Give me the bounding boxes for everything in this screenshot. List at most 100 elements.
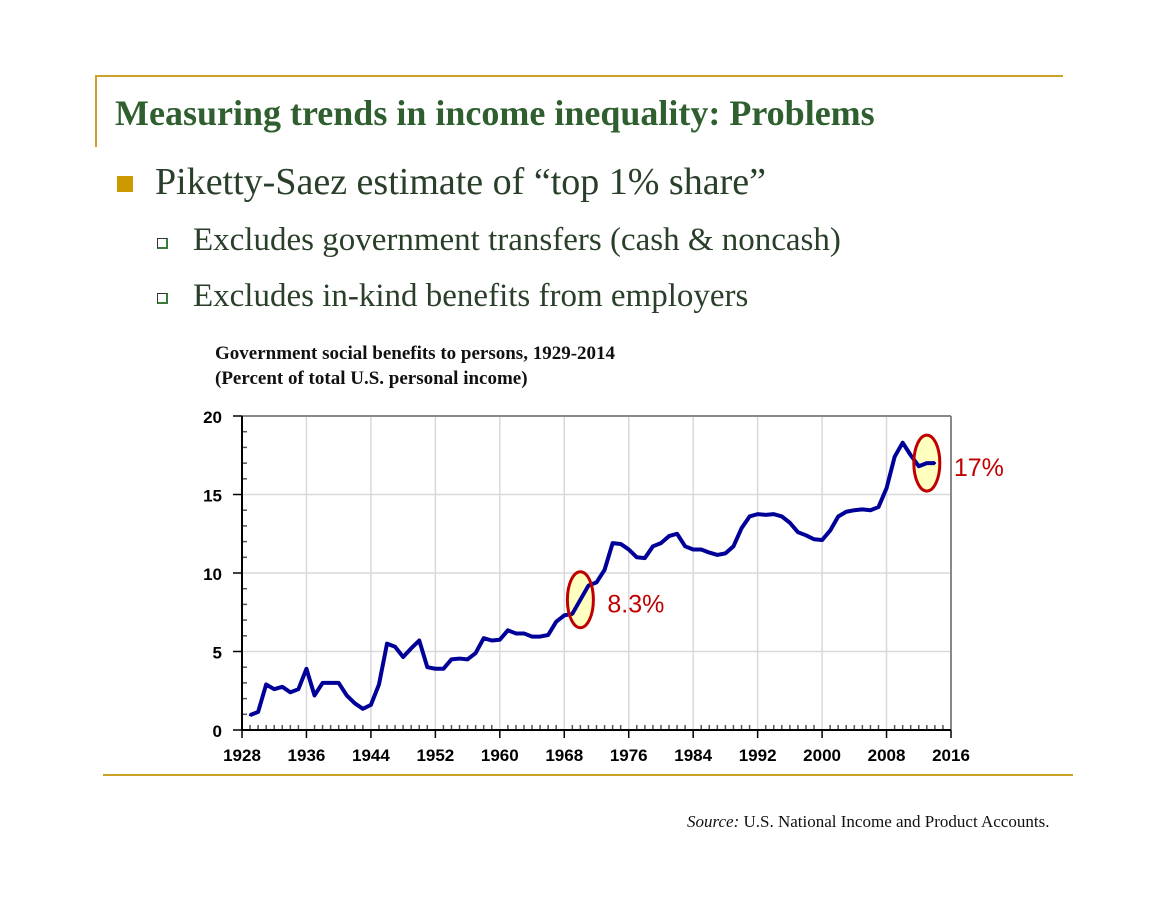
data-point [619,542,622,546]
y-tick-label: 15 [203,487,222,506]
data-point [788,521,792,524]
x-tick-label: 2016 [932,746,970,765]
data-point [683,545,687,548]
data-point [587,584,590,587]
data-point [925,461,929,465]
data-point [281,685,284,689]
x-tick-label: 1976 [610,746,648,765]
data-point [756,512,759,516]
data-point [361,707,365,711]
data-point [369,703,373,707]
data-point [248,713,252,717]
x-tick-label: 1984 [674,746,712,765]
checkbox-bullet-icon [157,293,168,304]
data-point [353,702,356,705]
data-point [691,548,695,551]
data-point [466,658,469,661]
data-point [273,687,276,691]
x-tick-label: 1992 [739,746,777,765]
data-point [716,553,719,557]
data-point [377,683,381,686]
data-point [313,694,316,697]
data-point [514,632,518,635]
title-left-rule [95,75,97,147]
data-point [603,568,606,572]
data-point [418,639,421,642]
slide-title: Measuring trends in income inequality: P… [115,93,875,133]
y-tick-label: 10 [203,565,222,584]
data-point [651,545,655,548]
y-tick-label: 20 [203,408,222,427]
x-tick-label: 1960 [481,746,519,765]
data-point [708,551,711,554]
data-point [724,552,727,555]
data-point [877,505,880,509]
data-point [490,639,493,642]
data-point [522,632,526,635]
data-point [828,529,832,532]
x-tick-label: 1968 [545,746,583,765]
data-point [442,667,445,670]
data-point [571,612,574,616]
source-label: Source: [687,812,740,831]
x-tick-label: 1936 [288,746,326,765]
data-point [458,657,461,660]
data-point [546,633,550,637]
data-point [530,635,534,638]
data-point [740,527,743,530]
data-point [732,545,735,548]
data-point [498,638,502,641]
data-point [837,515,840,518]
data-point [917,465,920,468]
annotation-label: 8.3% [607,591,664,619]
data-point [820,538,824,542]
data-point [385,642,389,645]
data-point [555,620,558,623]
data-point [474,651,477,655]
data-point [337,681,340,685]
source-note: Source: U.S. National Income and Product… [687,812,1049,832]
data-point [401,655,405,659]
x-tick-label: 2008 [868,746,906,765]
data-point [329,681,332,685]
data-point [289,691,292,694]
data-point [804,534,808,537]
data-point [482,636,485,640]
data-point [812,538,816,541]
data-point [393,645,397,648]
data-point [893,455,896,459]
data-point [305,667,308,670]
title-top-rule [95,75,1063,77]
data-point [772,512,775,516]
data-point [861,508,864,511]
y-tick-label: 5 [213,644,222,663]
series-line [249,440,935,717]
highlight-ellipse [912,433,942,493]
data-point [909,454,912,457]
annotation-label: 17% [954,454,1004,482]
data-point [675,532,679,535]
bullet-text: Piketty-Saez estimate of “top 1% share” [155,161,766,203]
x-tick-label: 1928 [223,746,261,765]
data-point [611,541,614,545]
data-point [434,667,437,670]
data-point [748,515,751,518]
data-point [409,647,413,650]
data-point [264,683,268,686]
y-tick-label: 0 [213,722,222,741]
data-point [321,681,324,685]
sub-bullet-text: Excludes government transfers (cash & no… [193,222,841,258]
data-point [635,556,638,559]
data-point [853,509,856,512]
data-point [845,510,848,513]
data-point [256,710,260,714]
chart-subtitle: (Percent of total U.S. personal income) [215,368,528,389]
data-point [579,598,582,601]
chart-title: Government social benefits to persons, 1… [215,343,616,364]
data-point [764,513,767,517]
x-tick-label: 1952 [416,746,454,765]
highlight-ellipse [565,570,595,630]
data-point [506,629,510,632]
sub-bullet-text: Excludes in-kind benefits from employers [193,278,749,314]
